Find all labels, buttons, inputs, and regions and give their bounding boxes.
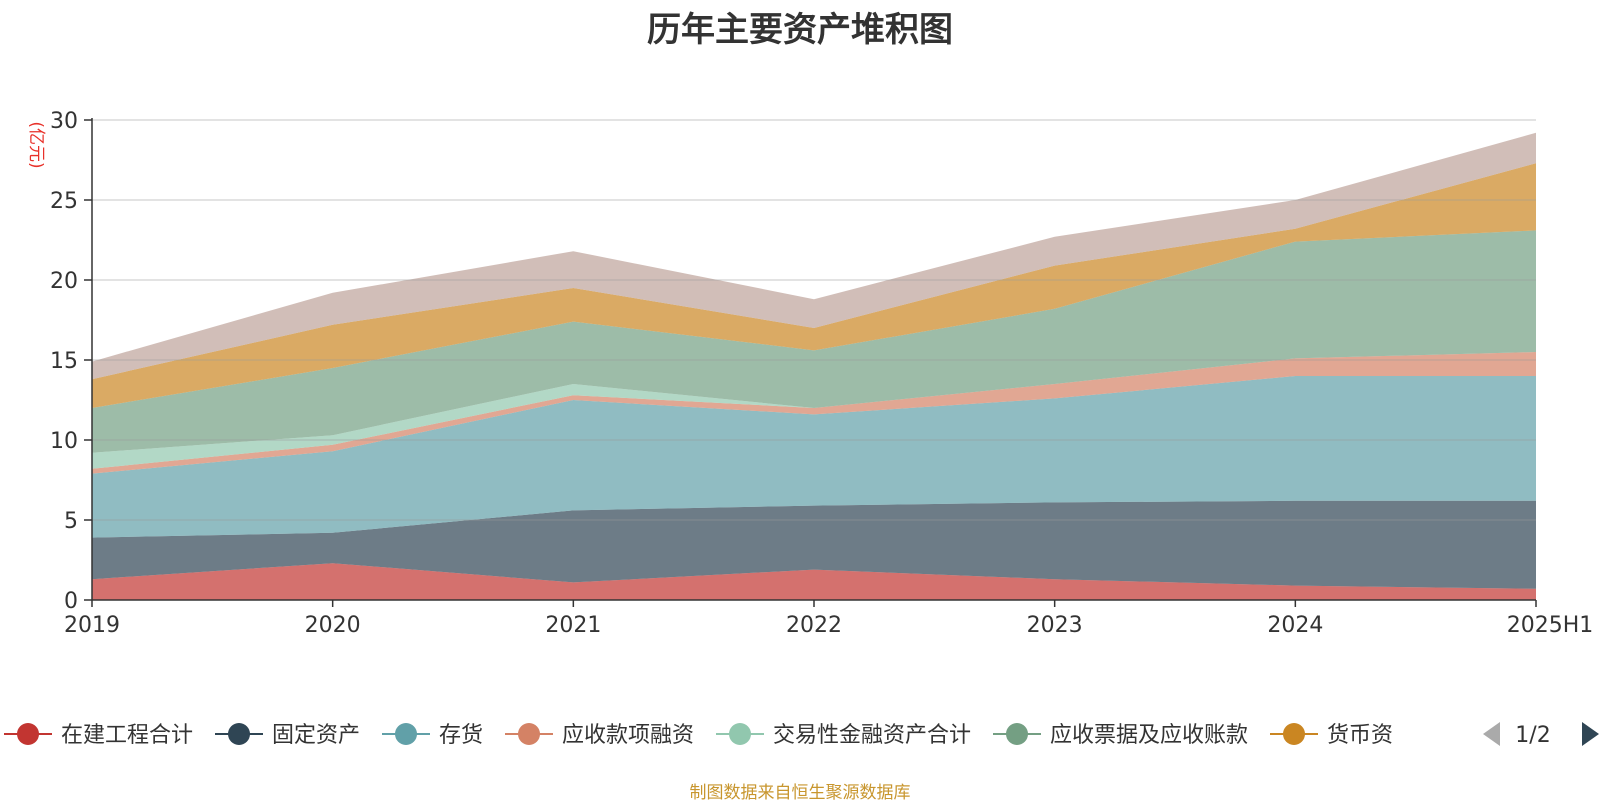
x-tick-label: 2019 (64, 613, 120, 638)
legend-item[interactable]: 固定资产 (215, 723, 360, 748)
area-series-0 (92, 563, 1536, 600)
legend-label: 货币资 (1327, 723, 1393, 748)
x-tick-label: 2023 (1027, 613, 1083, 638)
area-series-1 (92, 500, 1536, 589)
area-series-5 (92, 230, 1536, 453)
y-tick-label: 20 (50, 269, 78, 294)
y-tick-label: 5 (64, 509, 78, 534)
area-series-6 (92, 163, 1536, 408)
source-note: 制图数据来自恒生聚源数据库 (689, 783, 911, 803)
legend-page-indicator: 1/2 (1515, 723, 1550, 748)
legend-marker (395, 723, 417, 745)
legend-marker (17, 723, 39, 745)
y-tick-label: 0 (64, 589, 78, 614)
legend-marker (1006, 723, 1028, 745)
legend-item[interactable]: 存货 (382, 723, 483, 748)
area-series-3 (92, 352, 1536, 474)
legend-item[interactable]: 货币资 (1270, 723, 1393, 748)
legend-label: 应收票据及应收账款 (1050, 723, 1248, 748)
chart-title: 历年主要资产堆积图 (647, 10, 953, 50)
y-tick-label: 10 (50, 429, 78, 454)
legend-marker (518, 723, 540, 745)
legend-item[interactable]: 在建工程合计 (4, 723, 193, 748)
legend-label: 固定资产 (272, 723, 360, 748)
legend-label: 应收款项融资 (562, 723, 694, 748)
legend-item[interactable]: 应收款项融资 (505, 723, 694, 748)
y-tick-label: 30 (50, 109, 78, 134)
legend-prev-icon[interactable] (1483, 722, 1500, 746)
x-tick-label: 2020 (305, 613, 361, 638)
x-tick-label: 2022 (786, 613, 842, 638)
legend-marker (1283, 723, 1305, 745)
legend-label: 存货 (439, 723, 483, 748)
x-tick-label: 2025H1 (1507, 613, 1594, 638)
legend-marker (729, 723, 751, 745)
x-tick-label: 2024 (1267, 613, 1323, 638)
y-tick-label: 25 (50, 189, 78, 214)
legend-next-icon[interactable] (1582, 722, 1599, 746)
area-series-2 (92, 376, 1536, 538)
y-tick-label: 15 (50, 349, 78, 374)
legend-label: 在建工程合计 (61, 723, 193, 748)
x-tick-label: 2021 (545, 613, 601, 638)
y-axis-unit: (亿元) (26, 121, 46, 168)
legend-marker (228, 723, 250, 745)
legend-item[interactable]: 应收票据及应收账款 (993, 723, 1248, 748)
legend-label: 交易性金融资产合计 (773, 723, 971, 748)
legend-item[interactable]: 交易性金融资产合计 (716, 723, 971, 748)
